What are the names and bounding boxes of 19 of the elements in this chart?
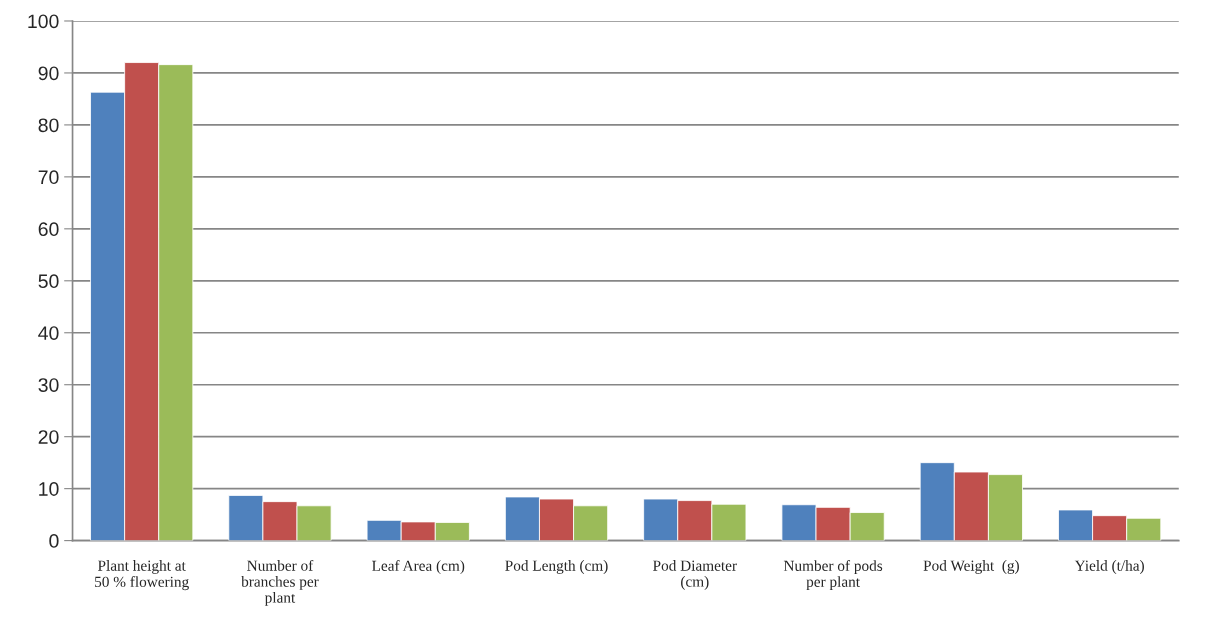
x-tick-label: Number of branches per plant	[241, 559, 319, 606]
x-tick-label: Pod Diameter (cm)	[653, 560, 737, 590]
y-tick-label: 10	[39, 482, 59, 496]
y-tick-label: 50	[38, 274, 59, 289]
x-tick-label: Number of pods per plant	[783, 560, 883, 591]
y-tick-label: 70	[38, 170, 59, 185]
y-tick-label: 60	[38, 222, 59, 237]
x-tick-label: Yield (t/ha)	[1074, 560, 1144, 574]
y-tick-label: 90	[38, 66, 59, 81]
x-tick-label: Plant height at 50 % flowering	[95, 560, 189, 591]
x-tick-label: Pod Weight (g)	[923, 560, 1019, 574]
y-tick-label: 40	[38, 326, 59, 340]
y-tick-label: 0	[49, 534, 59, 548]
y-tick-label: 80	[38, 118, 59, 133]
y-tick-label: 20	[38, 430, 59, 444]
y-tick-label: 30	[38, 378, 59, 392]
y-tick-label: 100	[28, 14, 59, 29]
x-tick-label: Pod Length (cm)	[505, 560, 608, 574]
x-tick-label: Leaf Area (cm)	[372, 560, 465, 575]
